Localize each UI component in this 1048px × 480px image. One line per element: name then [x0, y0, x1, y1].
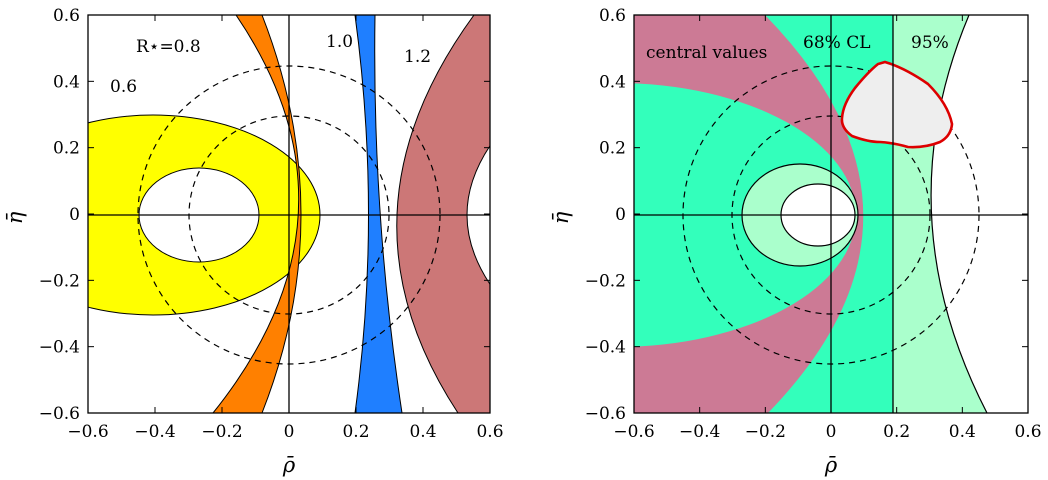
y-tick-label-right-2: −0.2 [585, 271, 626, 291]
label-r-0.6: 0.6 [110, 77, 137, 97]
xlabel-left: ρ̄ [282, 453, 296, 477]
plot-area-left [88, 15, 490, 413]
x-tick-label-left-6: 0.6 [476, 422, 503, 442]
y-tick-label-left-1: −0.4 [39, 338, 80, 358]
y-tick-label-left-3: 0 [69, 205, 80, 225]
label-r-1.0: 1.0 [326, 32, 353, 52]
y-tick-label-right-1: −0.4 [585, 338, 626, 358]
x-tick-label-left-4: 0.2 [342, 422, 369, 442]
panel-right: −0.6 −0.4 −0.2 0 0.2 0.4 0.6 −0.6 −0.4 −0.2 0 0.2 0.… [549, 6, 1042, 477]
ylabel-left: η̄ [3, 211, 27, 224]
y-tick-label-left-4: 0.2 [53, 139, 80, 159]
x-tick-label-right-0: −0.6 [613, 422, 654, 442]
y-tick-label-right-3: 0 [615, 205, 626, 225]
y-tick-label-left-2: −0.2 [39, 271, 80, 291]
x-tick-label-left-2: −0.2 [201, 422, 242, 442]
highlight-region [840, 60, 954, 149]
label-95: 95% [911, 33, 949, 53]
y-tick-label-right-4: 0.2 [599, 139, 626, 159]
x-tick-label-right-2: −0.2 [745, 422, 786, 442]
panel-left: −0.6 −0.4 −0.2 0 0.2 0.4 0.6 −0.6 −0.4 −0.2 0 0.2 0.… [3, 6, 504, 477]
label-r-1.2: 1.2 [404, 47, 431, 67]
ylabel-right: η̄ [549, 211, 573, 224]
x-tick-label-left-1: −0.4 [134, 422, 175, 442]
ticks-left: −0.6 −0.4 −0.2 0 0.2 0.4 0.6 −0.6 −0.4 −0.2 0 0.2 0.… [39, 6, 504, 442]
x-tick-label-right-4: 0.2 [883, 422, 910, 442]
x-tick-label-right-3: 0 [826, 422, 837, 442]
y-tick-label-right-0: −0.6 [585, 404, 626, 424]
y-tick-label-left-6: 0.6 [53, 6, 80, 26]
band-1.2 [396, 15, 490, 413]
ticks-right: −0.6 −0.4 −0.2 0 0.2 0.4 0.6 −0.6 −0.4 −0.2 0 0.2 0.… [585, 6, 1042, 442]
x-tick-label-left-0: −0.6 [67, 422, 108, 442]
x-tick-label-right-1: −0.4 [679, 422, 720, 442]
x-tick-label-right-5: 0.4 [949, 422, 976, 442]
label-68cl: 68% CL [803, 33, 871, 53]
y-tick-label-right-5: 0.4 [599, 72, 626, 92]
y-tick-label-left-0: −0.6 [39, 404, 80, 424]
xlabel-right: ρ̄ [824, 453, 838, 477]
x-tick-label-left-3: 0 [284, 422, 295, 442]
label-r-0.8: R⋆=0.8 [136, 37, 201, 57]
x-tick-label-left-5: 0.4 [409, 422, 436, 442]
x-tick-label-right-6: 0.6 [1014, 422, 1041, 442]
y-tick-label-left-5: 0.4 [53, 72, 80, 92]
y-tick-label-right-6: 0.6 [599, 6, 626, 26]
plot-area-right [634, 15, 1028, 413]
label-central-values: central values [646, 43, 767, 63]
band-1.0 [354, 15, 403, 413]
